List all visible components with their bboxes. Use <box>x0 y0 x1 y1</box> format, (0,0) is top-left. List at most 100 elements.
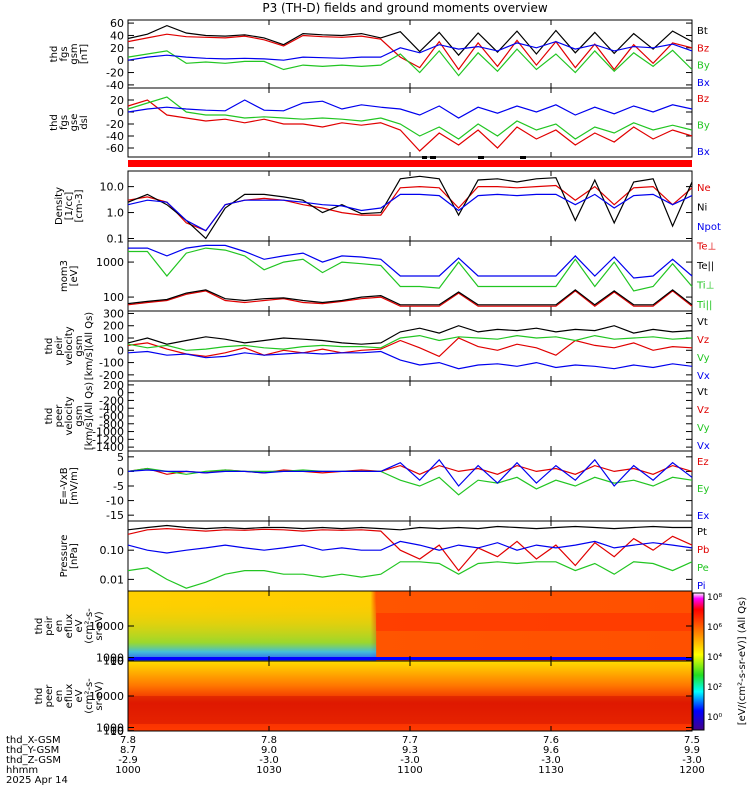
legend-entry: Vy <box>697 423 710 434</box>
y-axis-label: thd <box>44 338 55 355</box>
series-Vz-line <box>127 337 693 358</box>
colorbar-tick: 10⁴ <box>707 653 722 663</box>
y-tick-label: 10000 <box>89 620 124 633</box>
y-tick-label: 10.0 <box>100 181 125 194</box>
ephem-row-label: thd_Y-GSM <box>6 745 59 756</box>
legend-entry: Te⊥ <box>696 242 716 253</box>
y-axis-label: (cm²-s- <box>84 608 95 644</box>
panel-7: 50 -5 -10-15 E=-VxB [mV/m] Ez Ey Ex <box>59 450 709 522</box>
heatmap-band <box>376 613 692 631</box>
series-Npot-line <box>127 193 693 232</box>
y-tick-label: 0 <box>117 387 124 400</box>
y-tick-label: -800 <box>99 418 124 431</box>
y-tick-label: 5 <box>117 451 124 464</box>
y-tick-label: 20 <box>110 94 124 107</box>
y-axis-label: (cm²-s- <box>84 678 95 714</box>
y-tick-label: -10 <box>106 495 124 508</box>
plot-title: P3 (TH-D) fields and ground moments over… <box>262 1 547 15</box>
series-By-line <box>127 48 693 77</box>
series-Pt-line <box>127 524 692 531</box>
y-axis-label: velocity <box>64 396 75 435</box>
y-axis-label: eV <box>74 619 85 632</box>
series-Ez-line <box>127 464 693 475</box>
y-axis-label: gse <box>69 114 80 132</box>
colorbar-tick: 10⁰ <box>707 713 722 723</box>
y-tick-label: 1.0 <box>107 207 125 220</box>
ephem-x-value: 7.8 <box>261 735 277 746</box>
ephem-z-value: -3.0 <box>541 755 561 766</box>
y-tick-label: 300 <box>103 307 124 320</box>
y-tick-label: 0.1 <box>107 232 125 245</box>
series-Bx-line <box>127 99 693 119</box>
y-axis-label: dsl <box>79 115 90 129</box>
ephem-z-value: -3.0 <box>400 755 420 766</box>
y-tick-label: 200 <box>103 320 124 333</box>
y-axis-label: [nPa] <box>69 543 80 569</box>
legend-entry: Ti⊥ <box>696 281 714 292</box>
ephem-z-value: -3.0 <box>682 755 702 766</box>
y-tick-label: 200 <box>103 379 124 392</box>
series-Te||-line <box>127 289 693 306</box>
ephem-row-label: 2025 Apr 14 <box>6 775 68 786</box>
legend-entry: Npot <box>697 222 721 233</box>
series-Te⊥-line <box>127 290 693 307</box>
series-Bz-line <box>127 99 693 152</box>
series-Vt-line <box>127 325 693 345</box>
legend-entry: Ti|| <box>696 300 712 311</box>
y-axis-label: sr-eV) <box>94 681 105 710</box>
y-tick-label: -40 <box>106 79 124 92</box>
y-tick-label: 0.01 <box>100 573 125 586</box>
y-axis-label: velocity <box>64 326 75 365</box>
ephem-z-value: -3.0 <box>259 755 279 766</box>
y-axis-label: gsm <box>74 335 85 356</box>
y-tick-label: -40 <box>106 130 124 143</box>
series-Bx-line <box>127 40 693 61</box>
y-axis-label: [km/s](All Qs) <box>84 382 95 450</box>
y-tick-label: 100 <box>103 725 124 738</box>
y-tick-label: 0.10 <box>100 544 125 557</box>
y-tick-label: 100 <box>103 291 124 304</box>
y-axis-label: [mV/m] <box>69 467 80 505</box>
legend-entry: By <box>697 61 710 72</box>
legend-entry: By <box>697 121 710 132</box>
series-Ti||-line <box>128 247 693 292</box>
ephem-time-value: 1030 <box>256 765 281 776</box>
ephem-row-label: thd_Z-GSM <box>6 755 61 766</box>
y-tick-label: -1400 <box>92 441 124 454</box>
colorbar: 10⁸ 10⁶ 10⁴ 10² 10⁰ [eV/(cm²-s-sr-eV)] (All Q… <box>692 592 748 731</box>
y-axis-label: eflux <box>64 684 75 709</box>
y-axis-label: thd <box>44 408 55 425</box>
y-tick-label: -5 <box>113 480 124 493</box>
colorbar-tick: 10² <box>707 683 722 693</box>
y-axis-label: E=-VxB <box>59 467 70 504</box>
legend-entry: Ni <box>697 203 707 214</box>
y-tick-label: 40 <box>110 29 124 42</box>
ephem-y-value: 8.7 <box>120 745 136 756</box>
legend-entry: Vx <box>697 371 710 382</box>
y-axis-label: gsm <box>74 405 85 426</box>
y-tick-label: -1200 <box>92 433 124 446</box>
y-tick-label: 10 <box>110 725 124 738</box>
y-axis-label: mom3 <box>59 260 70 292</box>
y-tick-label: 10 <box>110 655 124 668</box>
ephem-y-value: 9.9 <box>684 745 700 756</box>
panel-frame <box>127 170 693 242</box>
legend-entry: Vx <box>697 441 710 452</box>
y-axis-label: gsm <box>69 43 80 64</box>
series-Ni-line <box>127 175 693 240</box>
y-tick-label: 1000 <box>96 722 124 735</box>
panel-frame <box>127 310 693 382</box>
legend-entry: Vt <box>697 317 708 328</box>
y-tick-label: -600 <box>99 410 124 423</box>
y-axis-label: [km/s](All Qs) <box>84 312 95 380</box>
y-axis-label: eflux <box>64 614 75 639</box>
y-tick-label: 100 <box>103 655 124 668</box>
y-tick-label: -20 <box>106 67 124 80</box>
ephem-x-value: 7.7 <box>402 735 418 746</box>
colorbar-gradient <box>692 592 705 731</box>
